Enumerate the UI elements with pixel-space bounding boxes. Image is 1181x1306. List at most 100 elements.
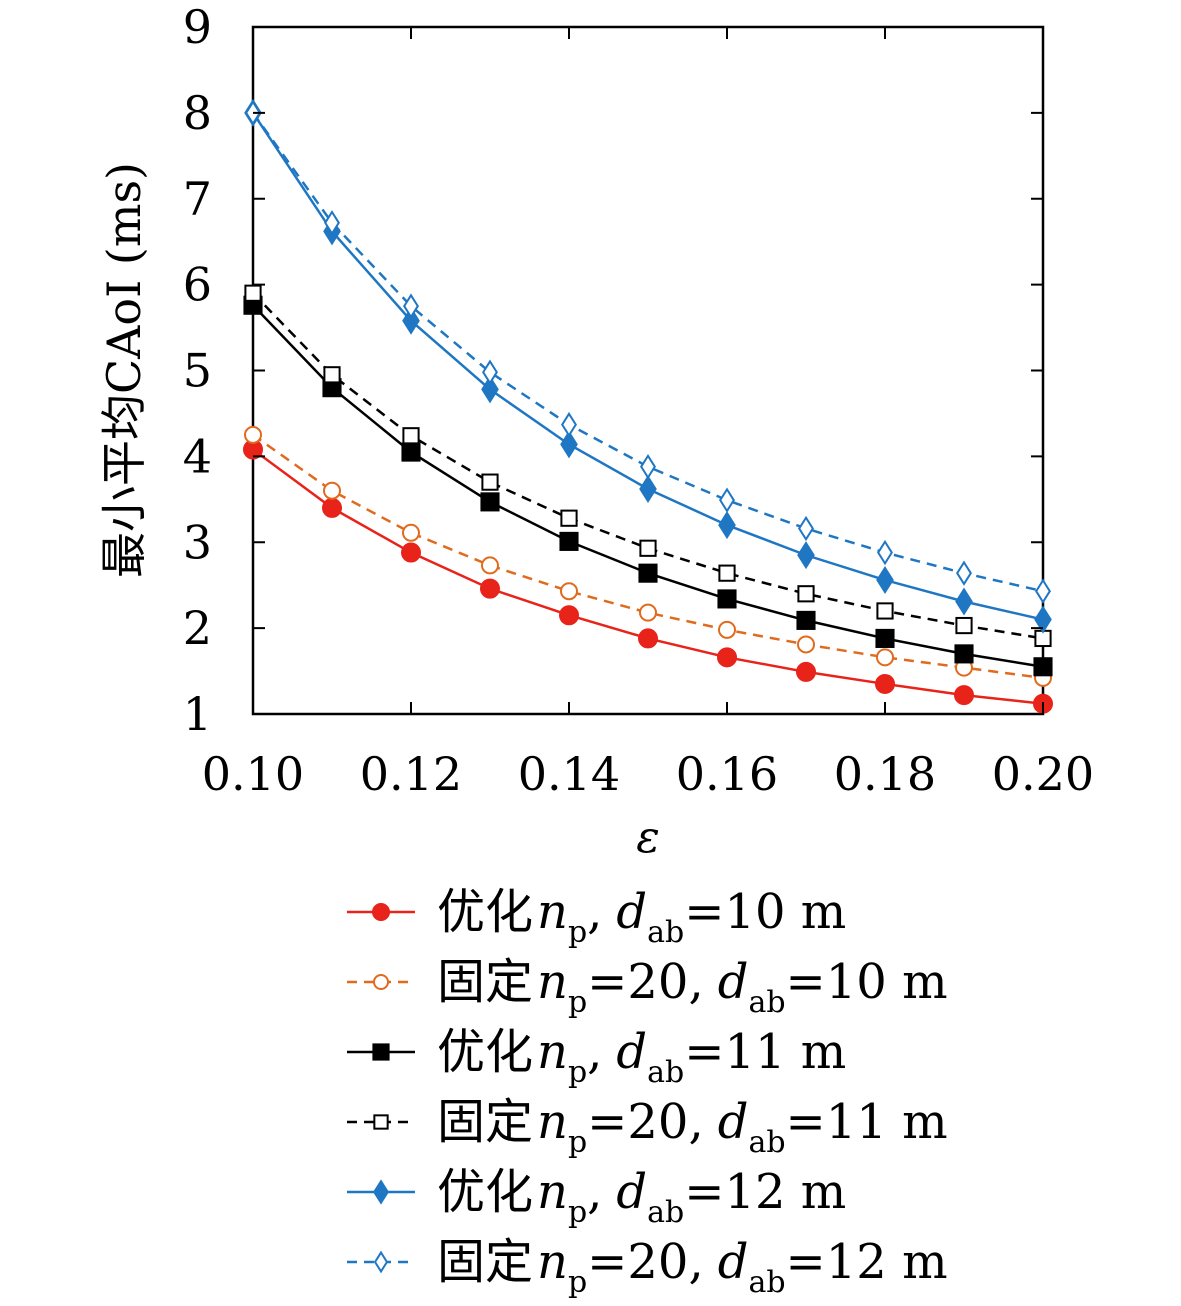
series-1 (244, 425, 1052, 687)
series-line (251, 112, 1044, 593)
data-point (638, 563, 658, 583)
data-point (373, 1114, 389, 1130)
data-point (797, 585, 815, 603)
data-point (797, 635, 815, 654)
data-point (401, 442, 421, 462)
legend-entry-1: 固定np=20, dab=10 m (347, 954, 948, 1020)
data-point (560, 430, 578, 459)
x-tick-label: 0.20 (992, 747, 1094, 801)
legend-entry-2: 优化np, dab=11 m (347, 1024, 846, 1090)
data-point (639, 603, 657, 622)
data-point (560, 509, 578, 527)
data-point (402, 306, 420, 335)
data-point (719, 487, 735, 513)
data-point (561, 411, 577, 438)
series-layer (243, 98, 1053, 714)
y-tick-label: 8 (183, 86, 212, 140)
y-tick-label: 1 (183, 687, 212, 741)
y-tick-label: 5 (183, 344, 212, 398)
data-point (244, 425, 262, 444)
data-point (324, 210, 340, 236)
x-tick-label: 0.18 (834, 747, 936, 801)
data-point (402, 427, 420, 445)
legend-entry-0: 优化np, dab=10 m (347, 884, 846, 950)
data-point (1035, 578, 1051, 604)
data-point (956, 560, 972, 586)
data-point (875, 628, 895, 648)
data-point (876, 648, 894, 667)
data-point (480, 492, 500, 512)
data-point (559, 605, 579, 626)
data-point (402, 523, 420, 542)
series-line (252, 433, 1044, 680)
data-point (481, 473, 499, 491)
data-point (954, 644, 974, 664)
data-point (955, 616, 973, 635)
x-tick-label: 0.10 (202, 747, 304, 801)
x-tick-label: 0.12 (360, 747, 462, 801)
series-0 (243, 439, 1053, 714)
data-point (323, 366, 341, 384)
data-point (322, 497, 342, 518)
plot-area: 0.10 0.12 0.14 0.16 0.18 0.20 1 2 3 4 5 6 7 8 9 (183, 0, 1094, 801)
data-point (718, 564, 736, 582)
legend-label: 优化np, dab=10 m (437, 884, 846, 950)
data-point (481, 375, 499, 404)
ticks-layer: 0.10 0.12 0.14 0.16 0.18 0.20 1 2 3 4 5 6 7 8 9 (183, 0, 1094, 801)
y-tick-label: 9 (183, 0, 212, 54)
data-point (373, 1250, 389, 1274)
legend-label: 优化np, dab=12 m (437, 1164, 846, 1230)
legend-label: 优化np, dab=11 m (437, 1024, 846, 1090)
data-point (796, 661, 816, 682)
data-point (640, 454, 656, 480)
y-tick-label: 2 (183, 601, 212, 655)
data-point (638, 628, 658, 649)
series-3 (244, 284, 1052, 648)
x-tick-label: 0.14 (518, 747, 620, 801)
legend-entry-3: 固定np=20, dab=11 m (347, 1094, 948, 1160)
y-tick-label: 4 (183, 429, 212, 483)
data-point (403, 293, 419, 319)
data-point (717, 647, 737, 668)
data-point (559, 531, 579, 551)
data-point (373, 1179, 389, 1205)
data-point (718, 511, 736, 540)
data-point (798, 515, 814, 542)
data-point (401, 542, 421, 563)
data-point (560, 582, 578, 601)
data-point (639, 474, 657, 504)
data-point (955, 587, 973, 616)
data-point (718, 620, 736, 639)
y-tick-label: 7 (183, 172, 212, 226)
legend-entry-4: 优化np, dab=12 m (347, 1164, 846, 1230)
y-tick-label: 3 (183, 515, 212, 569)
data-point (639, 539, 657, 557)
series-5 (245, 100, 1051, 604)
data-point (372, 903, 390, 921)
data-point (877, 539, 893, 566)
data-point (797, 541, 815, 570)
legend-entry-5: 固定np=20, dab=12 m (347, 1234, 948, 1300)
data-point (482, 359, 498, 385)
legend-label: 固定np=20, dab=12 m (437, 1234, 948, 1300)
data-point (372, 1043, 390, 1061)
data-point (875, 673, 895, 694)
data-point (480, 578, 500, 599)
data-point (876, 602, 894, 620)
legend-label: 固定np=20, dab=10 m (437, 954, 948, 1020)
data-point (954, 685, 974, 706)
data-point (876, 566, 894, 595)
data-point (796, 610, 816, 630)
data-point (244, 284, 262, 302)
data-point (1034, 605, 1052, 634)
y-tick-label: 6 (183, 258, 212, 312)
y-axis-label: 最小平均CAoI (ms) (97, 162, 151, 578)
data-point (481, 556, 499, 575)
x-axis-label: ε (636, 812, 660, 863)
series-2 (243, 295, 1053, 677)
data-point (373, 974, 389, 990)
x-tick-label: 0.16 (676, 747, 778, 801)
legend-label: 固定np=20, dab=11 m (437, 1094, 948, 1160)
